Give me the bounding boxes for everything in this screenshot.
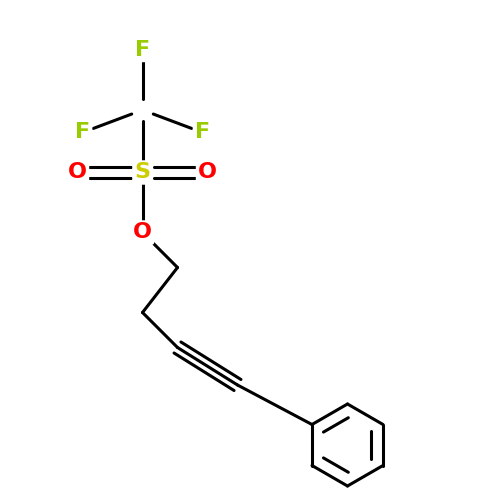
Text: O: O [133, 222, 152, 242]
Text: S: S [134, 162, 150, 182]
Text: F: F [75, 122, 90, 142]
Text: O: O [198, 162, 217, 182]
Text: O: O [68, 162, 87, 182]
Text: F: F [195, 122, 210, 142]
Text: F: F [135, 40, 150, 60]
